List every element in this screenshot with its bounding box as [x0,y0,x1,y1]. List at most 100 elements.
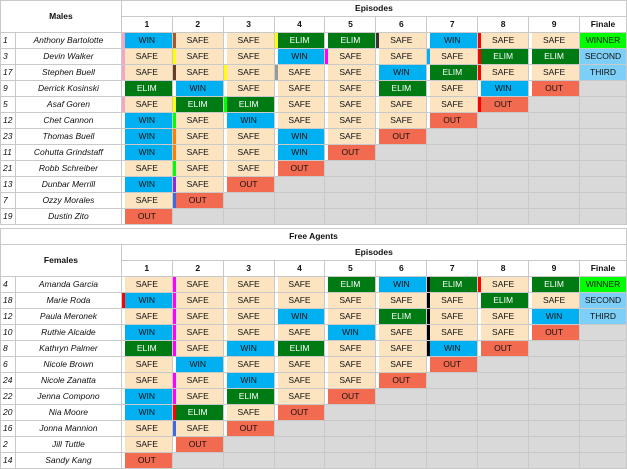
result-label: SAFE [288,375,311,385]
table-row: 8 Kathryn Palmer ELIM SAFE WIN ELIM SAFE SAFE WI… [0,340,627,357]
result-label: SAFE [441,99,464,109]
result-cell: ELIM [426,276,479,293]
result-label: SAFE [237,295,260,305]
team-color-bar [275,113,278,128]
team-color-bar [224,405,227,420]
contestant-name: Paula Meronek [14,308,122,325]
result-cell: SAFE [222,160,275,177]
result-label: WIN [443,343,461,353]
result-label: OUT [443,359,462,369]
result-cell: SAFE [120,48,173,65]
team-color-bar [529,49,533,64]
result-label: WIN [291,147,308,157]
team-color-bar [325,113,329,128]
team-color-bar [173,161,176,176]
result-cell: SAFE [426,96,479,113]
result-cell: SAFE [273,372,326,389]
result-label: WIN [138,407,156,417]
team-color-bar [122,49,125,64]
team-color-bar [275,357,278,372]
result-label: SAFE [186,391,209,401]
result-label: SAFE [390,327,413,337]
team-color-bar [376,341,380,356]
table-row: 5 Asaf Goren SAFE ELIM ELIM SAFE SAFE SAFE SAFE O… [0,96,627,113]
contestant-number: 22 [0,388,16,405]
result-label: WIN [138,391,156,401]
result-label: SAFE [492,35,515,45]
empty-cell [426,144,479,161]
result-label: ELIM [238,99,259,109]
result-label: WIN [342,327,359,337]
contestant-name: Stephen Buell [14,64,122,81]
result-cell: SAFE [171,176,224,193]
empty-cell [528,420,580,437]
empty-cell [477,452,530,469]
team-color-bar [427,309,431,324]
empty-cell [375,436,428,453]
table-row: 23 Thomas Buell WIN SAFE SAFE WIN SAFE OUT [0,128,627,145]
result-cell: SAFE [324,96,377,113]
result-label: OUT [188,195,207,205]
table-row: 10 Ruthie Alcaide WIN SAFE SAFE SAFE WIN SAFE SA… [0,324,627,341]
result-cell: ELIM [171,96,224,113]
result-cell: SAFE [120,372,173,389]
contestant-name: Anthony Bartolotte [14,32,122,49]
result-cell: SAFE [171,420,224,437]
result-cell: SAFE [222,32,275,49]
result-label: SAFE [186,131,209,141]
team-color-bar [173,113,176,128]
result-cell: SAFE [120,96,173,113]
result-label: SAFE [237,35,260,45]
result-label: SAFE [135,439,158,449]
contestant-number: 21 [0,160,16,177]
team-color-bar [427,277,431,292]
result-cell: WIN [120,128,173,145]
result-cell: ELIM [222,388,275,405]
result-cell: WIN [120,404,173,421]
team-color-bar [173,177,176,192]
result-label: SAFE [135,359,158,369]
team-color-bar [325,49,329,64]
result-cell: SAFE [171,276,224,293]
result-label: ELIM [544,51,564,61]
table-row: 1 Anthony Bartolotte WIN SAFE SAFE ELIM ELIM SA… [0,32,627,49]
empty-cell [426,208,479,225]
result-cell: ELIM [120,340,173,357]
result-label: OUT [188,439,207,449]
result-label: SAFE [492,67,515,77]
empty-cell [528,144,581,161]
result-cell: WIN [273,308,326,325]
table-row: 12 Chet Cannon WIN SAFE WIN SAFE SAFE SAFE OUT [0,112,627,129]
episode-number: 6 [375,16,428,33]
result-cell: WIN [171,356,224,373]
team-color-bar [275,389,278,404]
result-label: ELIM [289,343,310,353]
empty-cell [375,160,428,177]
team-color-bar [427,357,431,372]
episode-number: 4 [273,260,326,277]
result-label: SAFE [492,279,515,289]
result-label: WIN [393,67,410,77]
table-row: 3 Devin Walker SAFE SAFE SAFE WIN SAFE SAFE SAFE… [0,48,627,65]
result-cell: SAFE [426,308,479,325]
result-label: SAFE [135,375,158,385]
team-color-bar [529,81,533,96]
empty-cell [324,420,377,437]
result-cell: SAFE [171,112,224,129]
finale-cell: SECOND [579,292,627,309]
team-color-bar [376,373,380,388]
result-label: SAFE [135,67,158,77]
result-label: SAFE [441,83,464,93]
team-color-bar [427,325,431,340]
result-cell: SAFE [222,64,275,81]
result-cell: SAFE [477,64,530,81]
empty-cell [477,420,530,437]
empty-cell [528,128,581,145]
empty-cell [528,192,581,209]
result-cell: SAFE [222,128,275,145]
contestant-name: Jill Tuttle [14,436,122,453]
result-label: ELIM [544,279,564,289]
team-color-bar [224,177,227,192]
result-cell: SAFE [171,160,224,177]
team-color-bar [224,389,227,404]
